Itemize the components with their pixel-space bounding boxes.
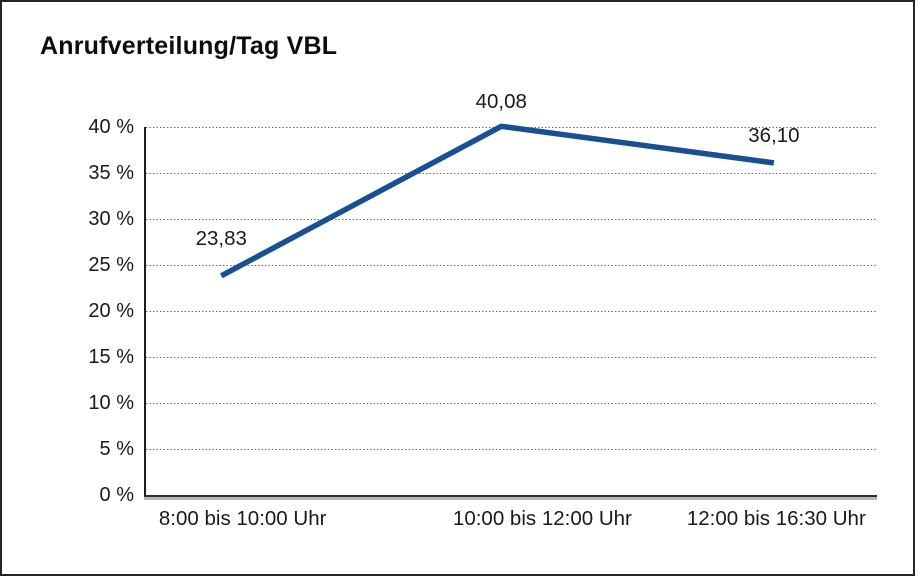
y-tick-label: 40 %	[88, 116, 134, 138]
data-point-label: 23,83	[195, 226, 247, 250]
y-tick-label: 0 %	[99, 484, 134, 506]
y-axis: 0 % 5 % 10 % 15 % 20 % 25 % 30 % 35 % 40 %	[2, 2, 134, 574]
x-axis: 8:00 bis 10:00 Uhr 10:00 bis 12:00 Uhr 12:…	[144, 507, 875, 537]
x-axis-baseline-shadow	[144, 497, 877, 500]
data-point-label: 36,10	[748, 123, 800, 147]
series-polyline	[220, 123, 775, 279]
x-tick-label: 12:00 bis 16:30 Uhr	[686, 507, 866, 530]
gridline	[146, 218, 877, 220]
gridline	[146, 402, 877, 404]
gridline	[146, 172, 877, 174]
gridline	[146, 310, 877, 312]
y-tick-label: 10 %	[88, 392, 134, 414]
y-tick-label: 20 %	[88, 300, 134, 322]
data-point-label: 40,08	[475, 90, 527, 114]
chart-title: Anrufverteilung/Tag VBL	[40, 32, 338, 60]
y-tick-label: 35 %	[88, 162, 134, 184]
y-tick-label: 5 %	[99, 438, 134, 460]
plot-area: 23,83 40,08 36,10	[144, 90, 877, 500]
x-tick-label: 10:00 bis 12:00 Uhr	[452, 507, 632, 530]
y-tick-label: 25 %	[88, 254, 134, 276]
y-tick-label: 15 %	[88, 346, 134, 368]
gridline	[146, 264, 877, 266]
gridline	[146, 448, 877, 450]
line-series	[220, 123, 775, 279]
x-tick-label: 8:00 bis 10:00 Uhr	[158, 507, 327, 530]
y-tick-label: 30 %	[88, 208, 134, 230]
gridline	[146, 356, 877, 358]
